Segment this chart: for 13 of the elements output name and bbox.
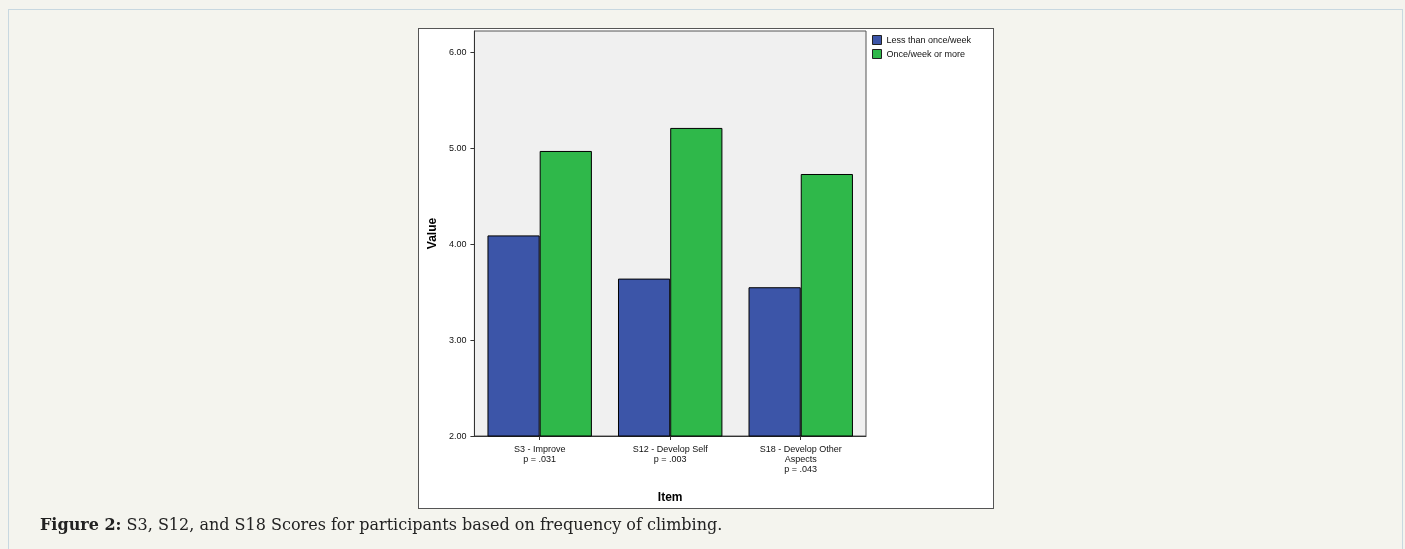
legend-label: Once/week or more — [886, 49, 966, 59]
y-tick-label: 5.00 — [448, 143, 467, 154]
caption: Figure 2: S3, S12, and S18 Scores for participants based on frequency of climbing. — [40, 515, 723, 534]
y-tick-label: 3.00 — [448, 335, 467, 346]
y-axis-title: Value — [425, 217, 439, 250]
legend-label: Less than once/week — [886, 35, 972, 45]
x-tick-label: S3 - Improve p = .031 — [513, 444, 566, 464]
x-tick-label: S18 - Develop Other Aspects p = .043 — [759, 444, 842, 474]
y-tick-label: 6.00 — [448, 47, 467, 58]
y-tick-label: 4.00 — [448, 239, 467, 250]
y-tick-label: 2.00 — [448, 431, 467, 441]
x-tick-label: S12 - Develop Self p = .003 — [632, 444, 709, 464]
x-axis-title: Item — [657, 490, 683, 504]
